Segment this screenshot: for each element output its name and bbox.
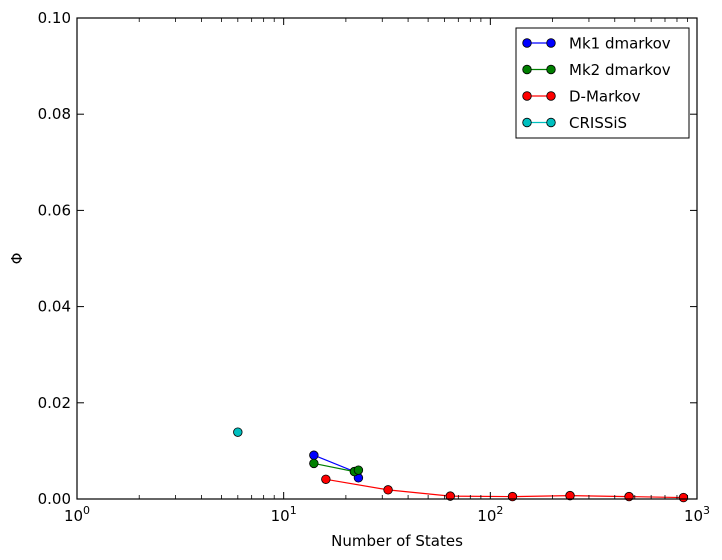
y-tick-label: 0.02 <box>38 394 71 412</box>
y-tick-label: 0.04 <box>38 298 71 316</box>
legend-marker-mk2-dmarkov <box>522 64 532 75</box>
legend-label-mk1-dmarkov: Mk1 dmarkov <box>569 35 671 53</box>
y-tick-label: 0.06 <box>38 201 71 219</box>
y-tick-label: 0.08 <box>38 105 71 123</box>
x-tick-label-exponent: 1 <box>290 504 297 517</box>
legend-label-mk2-dmarkov: Mk2 dmarkov <box>569 61 671 79</box>
data-point-mk1-dmarkov <box>309 450 319 460</box>
data-point-d-markov <box>565 490 575 501</box>
data-point-d-markov <box>507 491 518 502</box>
plot-frame <box>76 17 698 500</box>
y-tick-label: 0.10 <box>38 9 71 27</box>
legend-marker-mk1-dmarkov <box>546 38 556 48</box>
legend-box <box>515 27 690 139</box>
data-point-d-markov <box>321 474 331 484</box>
x-axis-label: Number of States <box>331 532 463 550</box>
y-tick-label: 0.00 <box>38 490 71 508</box>
x-tick-label-exponent: 3 <box>703 504 710 517</box>
legend-marker-d-markov <box>546 91 556 101</box>
x-tick-label-base: 10 <box>477 507 496 525</box>
x-tick-label-base: 10 <box>64 507 83 525</box>
data-point-d-markov <box>383 485 393 495</box>
legend-label-crissis: CRISSiS <box>569 114 627 132</box>
legend-marker-crissis <box>546 117 556 128</box>
data-point-crissis <box>233 427 243 437</box>
x-tick-label: 102 <box>477 504 503 525</box>
x-tick-label: 100 <box>64 504 90 525</box>
x-tick-label-base: 10 <box>271 507 290 525</box>
data-point-d-markov <box>445 491 455 501</box>
legend-marker-mk1-dmarkov <box>522 38 532 48</box>
legend-marker-mk2-dmarkov <box>546 64 556 75</box>
plot-area <box>233 427 689 503</box>
legend-label-d-markov: D-Markov <box>569 88 641 106</box>
x-tick-label: 101 <box>271 504 297 525</box>
x-tick-label: 103 <box>684 504 710 525</box>
x-tick-label-exponent: 0 <box>83 504 90 517</box>
legend-marker-crissis <box>522 117 532 128</box>
x-tick-label-exponent: 2 <box>496 504 503 517</box>
y-axis-label: Φ <box>8 253 26 265</box>
data-point-d-markov <box>678 492 689 503</box>
data-point-mk2-dmarkov <box>309 458 319 469</box>
legend-marker-d-markov <box>522 91 532 101</box>
data-point-mk2-dmarkov <box>353 465 364 475</box>
data-point-d-markov <box>624 491 634 502</box>
x-tick-label-base: 10 <box>684 507 703 525</box>
legend: Mk1 dmarkov Mk2 dmarkov D-Markov CRISSiS <box>515 27 690 139</box>
